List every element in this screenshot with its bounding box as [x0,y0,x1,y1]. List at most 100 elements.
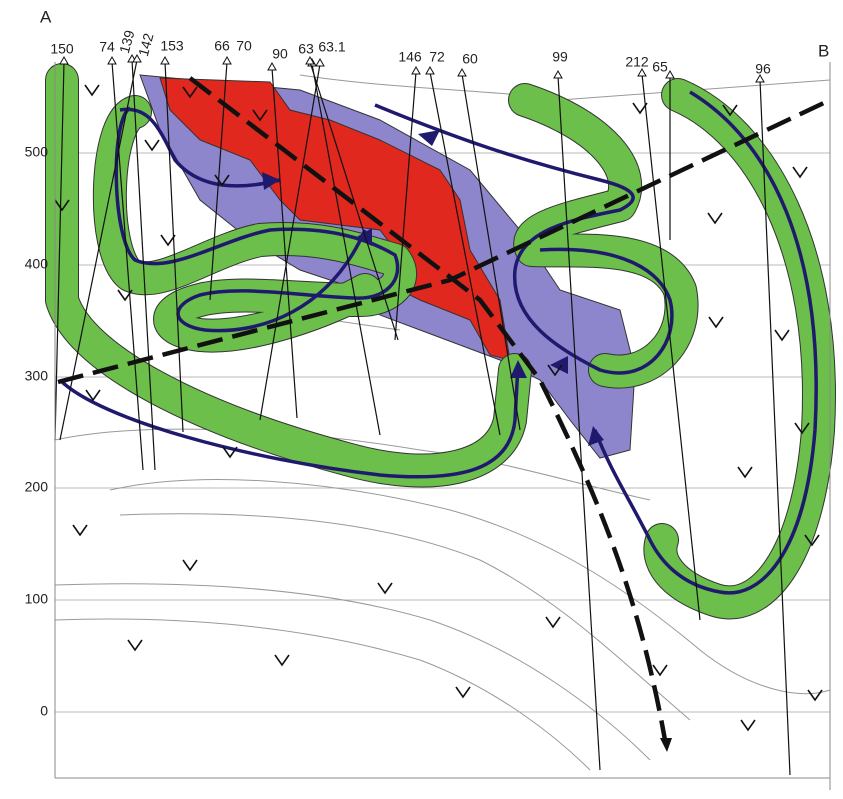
borehole-label: 99 [552,49,568,65]
flow-line [593,90,818,595]
v-symbol [707,212,723,225]
borehole-label: 65 [652,59,668,75]
borehole-label: 142 [135,31,157,58]
borehole [309,61,399,341]
borehole [461,73,521,431]
borehole-marker [425,65,435,75]
v-symbol [85,389,101,402]
v-symbol [652,664,668,677]
borehole [557,75,601,771]
borehole-marker [411,65,421,75]
borehole-label: 212 [625,54,649,70]
borehole-marker [457,67,467,77]
borehole [311,63,381,436]
v-symbol [737,466,753,479]
red-body [159,77,511,361]
depth-label: 300 [25,368,49,384]
flow-lines [58,90,818,595]
v-symbol [722,104,738,117]
v-symbol [794,422,810,435]
v-symbol [792,166,808,179]
depth-label: 100 [25,591,49,607]
flow-line [374,103,674,375]
v-symbol [547,364,563,377]
flow-line [58,364,520,479]
faults [57,76,831,741]
flow-line [119,107,281,188]
v-symbol [632,102,648,115]
v-symbol [274,654,290,667]
borehole [54,61,65,441]
v-symbol [144,139,160,152]
borehole [759,79,791,776]
borehole [394,71,417,341]
v-symbol [545,616,561,629]
borehole [111,61,144,471]
layer-line [54,583,651,761]
borehole-label: 63 [298,41,314,57]
borehole-label: 153 [160,38,184,54]
v-symbol [84,84,100,97]
layer-line [119,513,691,721]
borehole [164,61,184,433]
v-symbol [182,86,198,99]
borehole-marker [637,67,647,77]
borehole-label: 70 [236,38,252,54]
layer-line [54,618,591,771]
section-start-label: A [40,7,52,26]
arrowhead [262,172,280,190]
arrowhead [418,130,440,146]
flow-arrows [262,130,604,446]
borehole-marker [132,53,142,63]
arrowhead [510,360,527,378]
v-symbol [222,446,238,459]
volcanic-symbols [54,84,823,732]
depth-label: 0 [40,703,48,719]
v-symbol [182,559,198,572]
borehole [429,71,501,436]
borehole-marker [267,61,277,71]
section-end-label: B [818,41,829,60]
borehole-marker [160,55,170,65]
borehole-marker [222,55,232,65]
v-symbol [740,719,756,732]
v-symbol [804,534,820,547]
borehole-marker [107,55,117,65]
borehole-label: 66 [214,38,230,54]
borehole-label: 139 [116,28,138,55]
borehole-marker [553,69,563,79]
fault-arrowhead [660,738,672,752]
v-symbol [455,686,471,699]
v-symbol [807,689,823,702]
depth-label: 400 [25,256,49,272]
borehole-label: 146 [398,49,422,65]
fault-line [188,76,668,741]
flow-line [114,106,400,333]
borehole-label: 96 [755,61,771,77]
borehole-marker [59,55,69,65]
borehole [271,67,298,419]
v-symbol [377,582,393,595]
layer-line [109,479,831,695]
borehole [59,59,138,441]
v-symbol [774,329,790,342]
borehole-label: 74 [99,39,115,55]
v-symbol [54,199,70,212]
green-bands [45,63,836,620]
borehole [131,59,156,471]
arrowhead [550,356,568,374]
borehole-label: 90 [272,46,288,62]
borehole [641,73,701,621]
fault-line [57,97,831,385]
v-symbol [214,174,230,187]
depth-label: 200 [25,479,49,495]
depth-label: 500 [25,144,49,160]
borehole-label: 72 [429,49,445,65]
borehole-marker [665,69,675,79]
layer-line [54,428,651,501]
arrowhead [588,426,604,446]
v-symbol [117,289,133,302]
